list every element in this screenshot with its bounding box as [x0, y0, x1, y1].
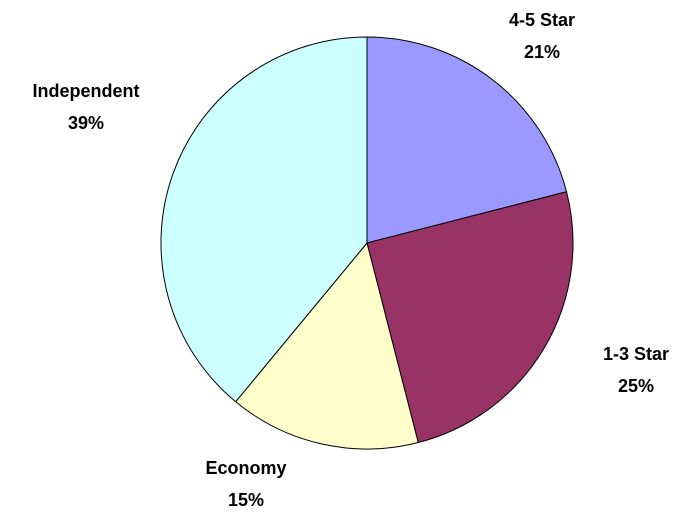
slice-label-4-5-star: 4-5 Star: [509, 10, 575, 30]
slice-percent-economy: 15%: [228, 490, 264, 510]
slice-percent-4-5-star: 21%: [524, 42, 560, 62]
slice-percent-1-3-star: 25%: [618, 376, 654, 396]
slice-label-1-3-star: 1-3 Star: [603, 344, 669, 364]
slice-label-economy: Economy: [205, 458, 286, 478]
pie-slice-independent: [160, 36, 368, 403]
slice-label-independent: Independent: [33, 81, 140, 101]
pie-slice-economy: [234, 241, 419, 450]
slice-percent-independent: 39%: [68, 113, 104, 133]
pie-slices: [160, 36, 574, 450]
pie-slice-4-5-star: [366, 36, 568, 244]
pie-labels: 4-5 Star 21% 1-3 Star 25% Economy 15% Independ…: [33, 10, 670, 510]
pie-slice-1-3-star: [366, 191, 574, 444]
